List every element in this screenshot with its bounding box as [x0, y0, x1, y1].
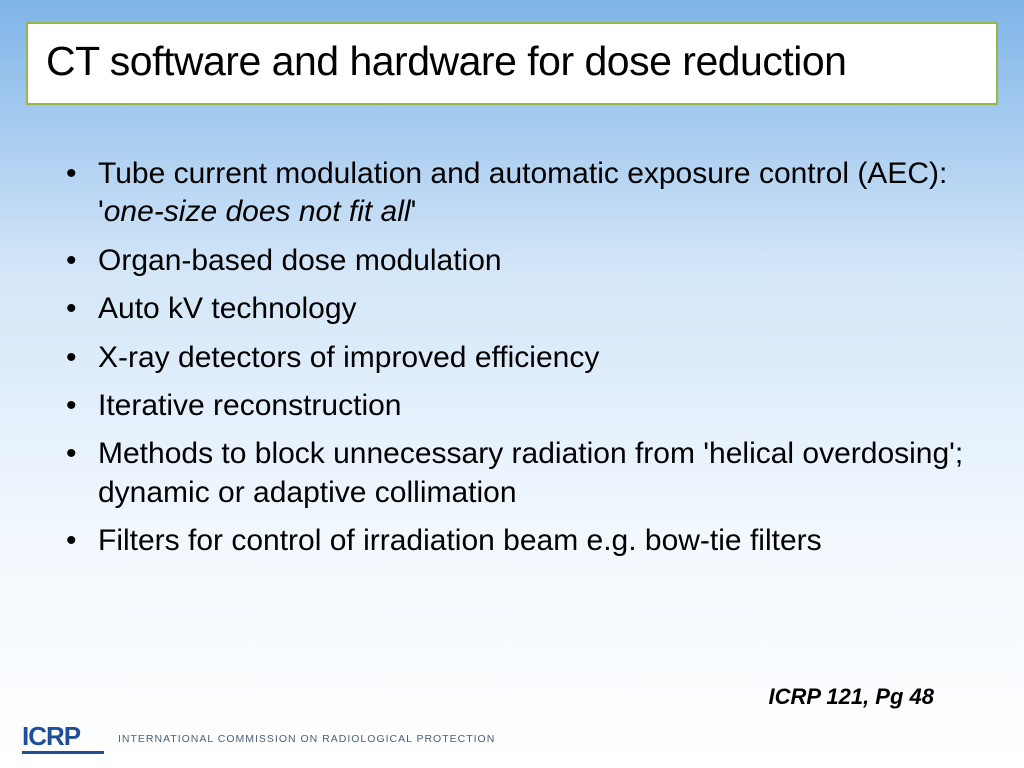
title-box: CT software and hardware for dose reduct… [26, 22, 998, 105]
list-item: X-ray detectors of improved efficiency [60, 339, 974, 377]
logo-underline [22, 751, 104, 754]
bullet-text: Methods to block unnecessary radiation f… [98, 437, 963, 508]
list-item: Organ-based dose modulation [60, 242, 974, 280]
logo-text: ICRP [22, 723, 104, 749]
reference-citation: ICRP 121, Pg 48 [769, 684, 934, 710]
slide-title: CT software and hardware for dose reduct… [46, 38, 978, 85]
bullet-text: ' [411, 195, 417, 228]
list-item: Iterative reconstruction [60, 387, 974, 425]
bullet-text-emphasis: one-size does not fit all [104, 195, 411, 228]
logo: ICRP [22, 723, 104, 754]
bullet-list: Tube current modulation and automatic ex… [60, 155, 974, 561]
slide-body: Tube current modulation and automatic ex… [60, 155, 974, 571]
bullet-text: Iterative reconstruction [98, 389, 401, 422]
list-item: Tube current modulation and automatic ex… [60, 155, 974, 232]
list-item: Auto kV technology [60, 290, 974, 328]
list-item: Methods to block unnecessary radiation f… [60, 435, 974, 512]
organization-name: INTERNATIONAL COMMISSION ON RADIOLOGICAL… [118, 733, 495, 745]
bullet-text: X-ray detectors of improved efficiency [98, 341, 599, 374]
bullet-text: Auto kV technology [98, 292, 357, 325]
bullet-text: Filters for control of irradiation beam … [98, 524, 822, 557]
footer: ICRP INTERNATIONAL COMMISSION ON RADIOLO… [22, 723, 495, 754]
bullet-text: Organ-based dose modulation [98, 244, 502, 277]
list-item: Filters for control of irradiation beam … [60, 522, 974, 560]
